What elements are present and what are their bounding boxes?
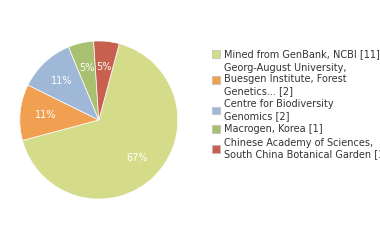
Wedge shape bbox=[68, 41, 99, 120]
Wedge shape bbox=[28, 47, 99, 120]
Wedge shape bbox=[22, 44, 178, 199]
Text: 67%: 67% bbox=[126, 153, 147, 163]
Text: 11%: 11% bbox=[35, 110, 56, 120]
Wedge shape bbox=[93, 41, 119, 120]
Wedge shape bbox=[20, 85, 99, 140]
Text: 11%: 11% bbox=[51, 76, 73, 86]
Text: 5%: 5% bbox=[79, 63, 94, 73]
Text: 5%: 5% bbox=[97, 61, 112, 72]
Legend: Mined from GenBank, NCBI [11], Georg-August University,
Buesgen Institute, Fores: Mined from GenBank, NCBI [11], Georg-Aug… bbox=[212, 49, 380, 159]
